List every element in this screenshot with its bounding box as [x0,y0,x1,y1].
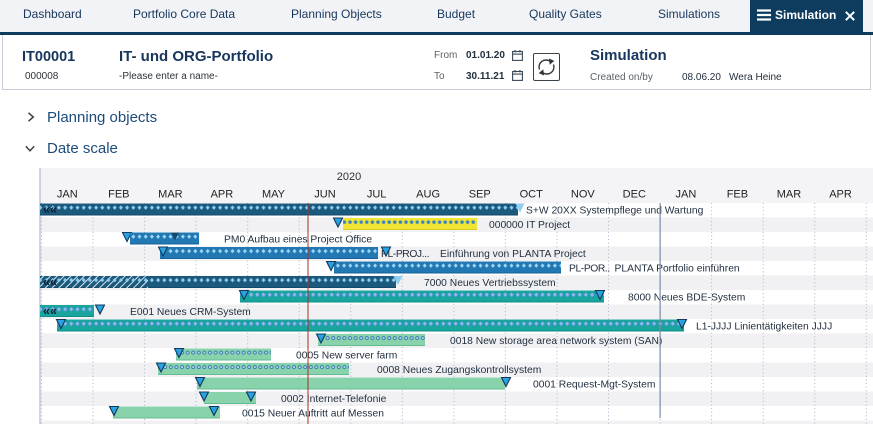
svg-text:PL-PROJ...: PL-PROJ... [381,249,429,260]
svg-text:0015 Neuer Auftritt auf Messe: 0015 Neuer Auftritt auf Messen [242,408,384,419]
svg-text:0002 Internet-Telefonie: 0002 Internet-Telefonie [281,394,387,405]
svg-text:PLANTA Portfolio einführen: PLANTA Portfolio einführen [615,263,740,274]
svg-text:JAN: JAN [676,189,697,201]
svg-text:7000 Neues Vertriebssystem: 7000 Neues Vertriebssystem [424,278,556,289]
svg-text:MAR: MAR [777,189,802,201]
svg-text:000000 IT Project: 000000 IT Project [489,220,570,231]
svg-text:NOV: NOV [571,189,596,201]
svg-text:JAN: JAN [57,189,78,201]
svg-text:OCT: OCT [520,189,544,201]
svg-text:PM0 Aufbau eines Project Offi: PM0 Aufbau eines Project Office [224,234,372,245]
svg-text:SEP: SEP [469,189,491,201]
svg-text:2020: 2020 [337,171,361,183]
svg-text:PL-POR..: PL-POR.. [569,263,610,274]
svg-text:E001 Neues CRM-System: E001 Neues CRM-System [130,307,251,318]
svg-text:««: «« [43,203,57,217]
svg-text:DEC: DEC [623,189,646,201]
svg-text:0008 Neues Zugangskontrollsys: 0008 Neues Zugangskontrollsystem [377,365,541,376]
svg-text:L1-JJJJ Linientätigkeiten JJJ: L1-JJJJ Linientätigkeiten JJJJ [696,321,832,332]
svg-text:AUG: AUG [416,189,440,201]
svg-text:JUL: JUL [367,189,387,201]
svg-text:0005 New server farm: 0005 New server farm [296,350,397,361]
svg-text:FEB: FEB [108,189,129,201]
svg-text:APR: APR [211,189,234,201]
svg-text:0001 Request-Mgt-System: 0001 Request-Mgt-System [533,379,655,390]
svg-text:8000 Neues BDE-System: 8000 Neues BDE-System [628,292,745,303]
svg-text:««: «« [43,275,57,289]
svg-text:Einführung von PLANTA Project: Einführung von PLANTA Project [440,249,586,260]
svg-text:FEB: FEB [727,189,748,201]
svg-text:MAY: MAY [262,189,286,201]
svg-text:MAR: MAR [158,189,183,201]
svg-text:APR: APR [829,189,852,201]
svg-text:S+W 20XX Systempflege und War: S+W 20XX Systempflege und Wartung [526,205,704,216]
svg-text:JUN: JUN [314,189,335,201]
svg-text:««: «« [43,304,57,318]
svg-text:0018 New storage area network: 0018 New storage area network system (SA… [450,336,662,347]
